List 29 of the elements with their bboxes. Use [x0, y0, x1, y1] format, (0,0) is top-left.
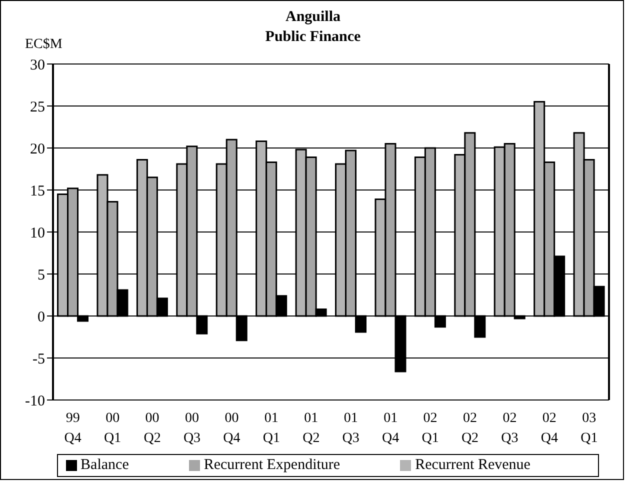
legend-label: Recurrent Expenditure [204, 457, 340, 473]
x-tick-label: 02 Q4 [540, 411, 558, 446]
y-tick-label: 15 [30, 183, 45, 200]
legend-label: Balance [80, 457, 129, 473]
x-tick-label: 01 Q1 [262, 411, 280, 446]
legend-label: Recurrent Revenue [415, 457, 530, 473]
x-tick-label: 00 Q4 [223, 411, 240, 446]
x-tick-label: 00 Q1 [104, 411, 122, 446]
y-tick-label: 5 [38, 267, 45, 284]
x-tick-label: 02 Q3 [501, 411, 518, 446]
y-tick-label: 0 [38, 309, 45, 326]
x-tick-label: 03 Q1 [580, 411, 598, 446]
y-tick-label: 25 [30, 99, 45, 116]
x-tick-label: 01 Q2 [302, 411, 320, 446]
x-tick-label: 00 Q2 [144, 411, 161, 446]
chart-subtitle: Public Finance [265, 29, 361, 45]
x-tick-label: 02 Q1 [422, 411, 439, 446]
chart-title: Anguilla [284, 8, 342, 27]
y-tick-label: 30 [30, 57, 45, 74]
x-tick-label: 00 Q3 [183, 411, 201, 446]
y-tick-label: -10 [25, 393, 45, 410]
x-tick-label: 01 Q4 [382, 411, 400, 446]
x-tick-label: 01 Q3 [342, 411, 360, 446]
y-axis-title: EC$M [25, 37, 62, 53]
y-tick-label: 20 [30, 141, 45, 158]
x-tick-label: 99 Q4 [64, 411, 82, 446]
y-tick-label: 10 [30, 225, 45, 242]
x-tick-label: 02 Q2 [461, 411, 479, 446]
y-tick-label: -5 [32, 351, 45, 368]
